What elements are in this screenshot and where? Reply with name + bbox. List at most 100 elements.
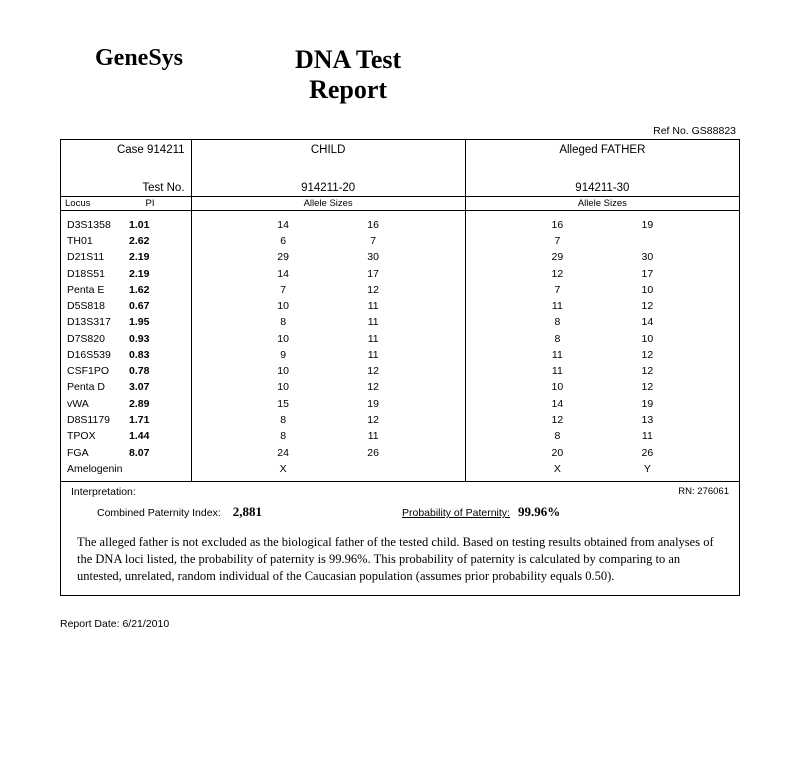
table-row: 712 xyxy=(198,282,459,298)
table-row: 67 xyxy=(198,233,459,249)
father-allele-b: 12 xyxy=(602,298,692,314)
locus-cell: TPOX xyxy=(67,428,129,444)
table-row: 1213 xyxy=(472,412,733,428)
child-allele-a: 10 xyxy=(238,298,328,314)
child-allele-header: Allele Sizes xyxy=(191,196,465,210)
child-allele-b: 11 xyxy=(328,298,418,314)
title-line1: DNA Test xyxy=(295,45,401,74)
cpi-label: Combined Paternity Index: xyxy=(97,507,221,519)
company-logo: GeneSys xyxy=(60,45,295,72)
child-allele-a: 8 xyxy=(238,412,328,428)
table-row: 811 xyxy=(198,314,459,330)
child-label: CHILD xyxy=(198,144,459,156)
child-allele-b: 11 xyxy=(328,347,418,363)
father-allele-a: 29 xyxy=(512,249,602,265)
table-row: Penta E1.62 xyxy=(67,282,185,298)
child-allele-b: 12 xyxy=(328,379,418,395)
child-allele-b: 30 xyxy=(328,249,418,265)
pop-row: Probability of Paternity: 99.96% xyxy=(402,504,560,520)
child-allele-b: 26 xyxy=(328,445,418,461)
table-row: 1419 xyxy=(472,396,733,412)
father-allele-a: 10 xyxy=(512,379,602,395)
child-allele-b: 12 xyxy=(328,282,418,298)
table-row: Amelogenin xyxy=(67,461,185,477)
table-row: CSF1PO0.78 xyxy=(67,363,185,379)
father-allele-b: 19 xyxy=(602,396,692,412)
table-row: 812 xyxy=(198,412,459,428)
pi-cell: 1.71 xyxy=(129,412,171,428)
table-row: X xyxy=(198,461,459,477)
table-row: 2426 xyxy=(198,445,459,461)
child-allele-column: 1416672930141771210118111011911101210121… xyxy=(191,210,465,481)
data-body-row: D3S13581.01TH012.62D21S112.19D18S512.19P… xyxy=(61,210,740,481)
header: GeneSys DNA Test Report xyxy=(60,45,740,105)
father-allele-a: X xyxy=(512,461,602,477)
child-allele-a: 10 xyxy=(238,363,328,379)
father-allele-b: 12 xyxy=(602,363,692,379)
locus-cell: vWA xyxy=(67,396,129,412)
table-row: 1416 xyxy=(198,217,459,233)
father-allele-b: 30 xyxy=(602,249,692,265)
locus-cell: Amelogenin xyxy=(67,461,129,477)
locus-cell: D7S820 xyxy=(67,331,129,347)
pi-cell: 0.83 xyxy=(129,347,171,363)
locus-cell: FGA xyxy=(67,445,129,461)
father-allele-header: Allele Sizes xyxy=(465,196,739,210)
pi-cell: 0.93 xyxy=(129,331,171,347)
child-allele-a: 10 xyxy=(238,379,328,395)
child-allele-a: 6 xyxy=(238,233,328,249)
table-row: vWA2.89 xyxy=(67,396,185,412)
father-allele-a: 7 xyxy=(512,233,602,249)
child-header-cell: CHILD 914211-20 xyxy=(191,139,465,196)
table-row: 2930 xyxy=(472,249,733,265)
father-allele-b: 13 xyxy=(602,412,692,428)
table-row: 911 xyxy=(198,347,459,363)
child-allele-a: 10 xyxy=(238,331,328,347)
child-allele-b: 12 xyxy=(328,412,418,428)
table-row: D7S8200.93 xyxy=(67,331,185,347)
child-allele-a: 9 xyxy=(238,347,328,363)
pi-header: PI xyxy=(125,198,175,209)
table-row: 2930 xyxy=(198,249,459,265)
table-row: D13S3171.95 xyxy=(67,314,185,330)
test-no-label: Test No. xyxy=(67,182,185,194)
case-label: Case 914211 xyxy=(67,144,185,156)
father-allele-b: 17 xyxy=(602,266,692,282)
locus-cell: D18S51 xyxy=(67,266,129,282)
table-row: 1112 xyxy=(472,363,733,379)
pop-value: 99.96% xyxy=(518,504,560,520)
child-allele-b: 16 xyxy=(328,217,418,233)
table-row: 1112 xyxy=(472,347,733,363)
child-allele-b: 7 xyxy=(328,233,418,249)
table-row: D18S512.19 xyxy=(67,266,185,282)
locus-cell: D13S317 xyxy=(67,314,129,330)
cpi-value: 2,881 xyxy=(233,504,262,520)
pi-cell: 2.89 xyxy=(129,396,171,412)
report-date: Report Date: 6/21/2010 xyxy=(60,618,740,630)
locus-cell: D16S539 xyxy=(67,347,129,363)
report-title: DNA Test Report xyxy=(295,45,401,105)
pi-cell: 1.62 xyxy=(129,282,171,298)
table-row: 1619 xyxy=(472,217,733,233)
father-allele-a: 11 xyxy=(512,347,602,363)
table-row: FGA8.07 xyxy=(67,445,185,461)
father-allele-a: 12 xyxy=(512,266,602,282)
locus-cell: CSF1PO xyxy=(67,363,129,379)
locus-cell: Penta D xyxy=(67,379,129,395)
child-allele-a: 24 xyxy=(238,445,328,461)
father-allele-b: 10 xyxy=(602,331,692,347)
child-allele-a: 8 xyxy=(238,314,328,330)
interpretation-row: Interpretation: RN: 276061 Combined Pate… xyxy=(61,482,740,596)
pi-cell: 3.07 xyxy=(129,379,171,395)
interpretation-text: The alleged father is not excluded as th… xyxy=(71,534,729,585)
pi-cell: 0.67 xyxy=(129,298,171,314)
father-allele-a: 11 xyxy=(512,298,602,314)
child-allele-b: 11 xyxy=(328,314,418,330)
table-row: 1011 xyxy=(198,298,459,314)
table-row: 1112 xyxy=(472,298,733,314)
pi-cell: 0.78 xyxy=(129,363,171,379)
father-allele-a: 12 xyxy=(512,412,602,428)
locus-cell: TH01 xyxy=(67,233,129,249)
pi-cell: 1.44 xyxy=(129,428,171,444)
father-allele-a: 20 xyxy=(512,445,602,461)
